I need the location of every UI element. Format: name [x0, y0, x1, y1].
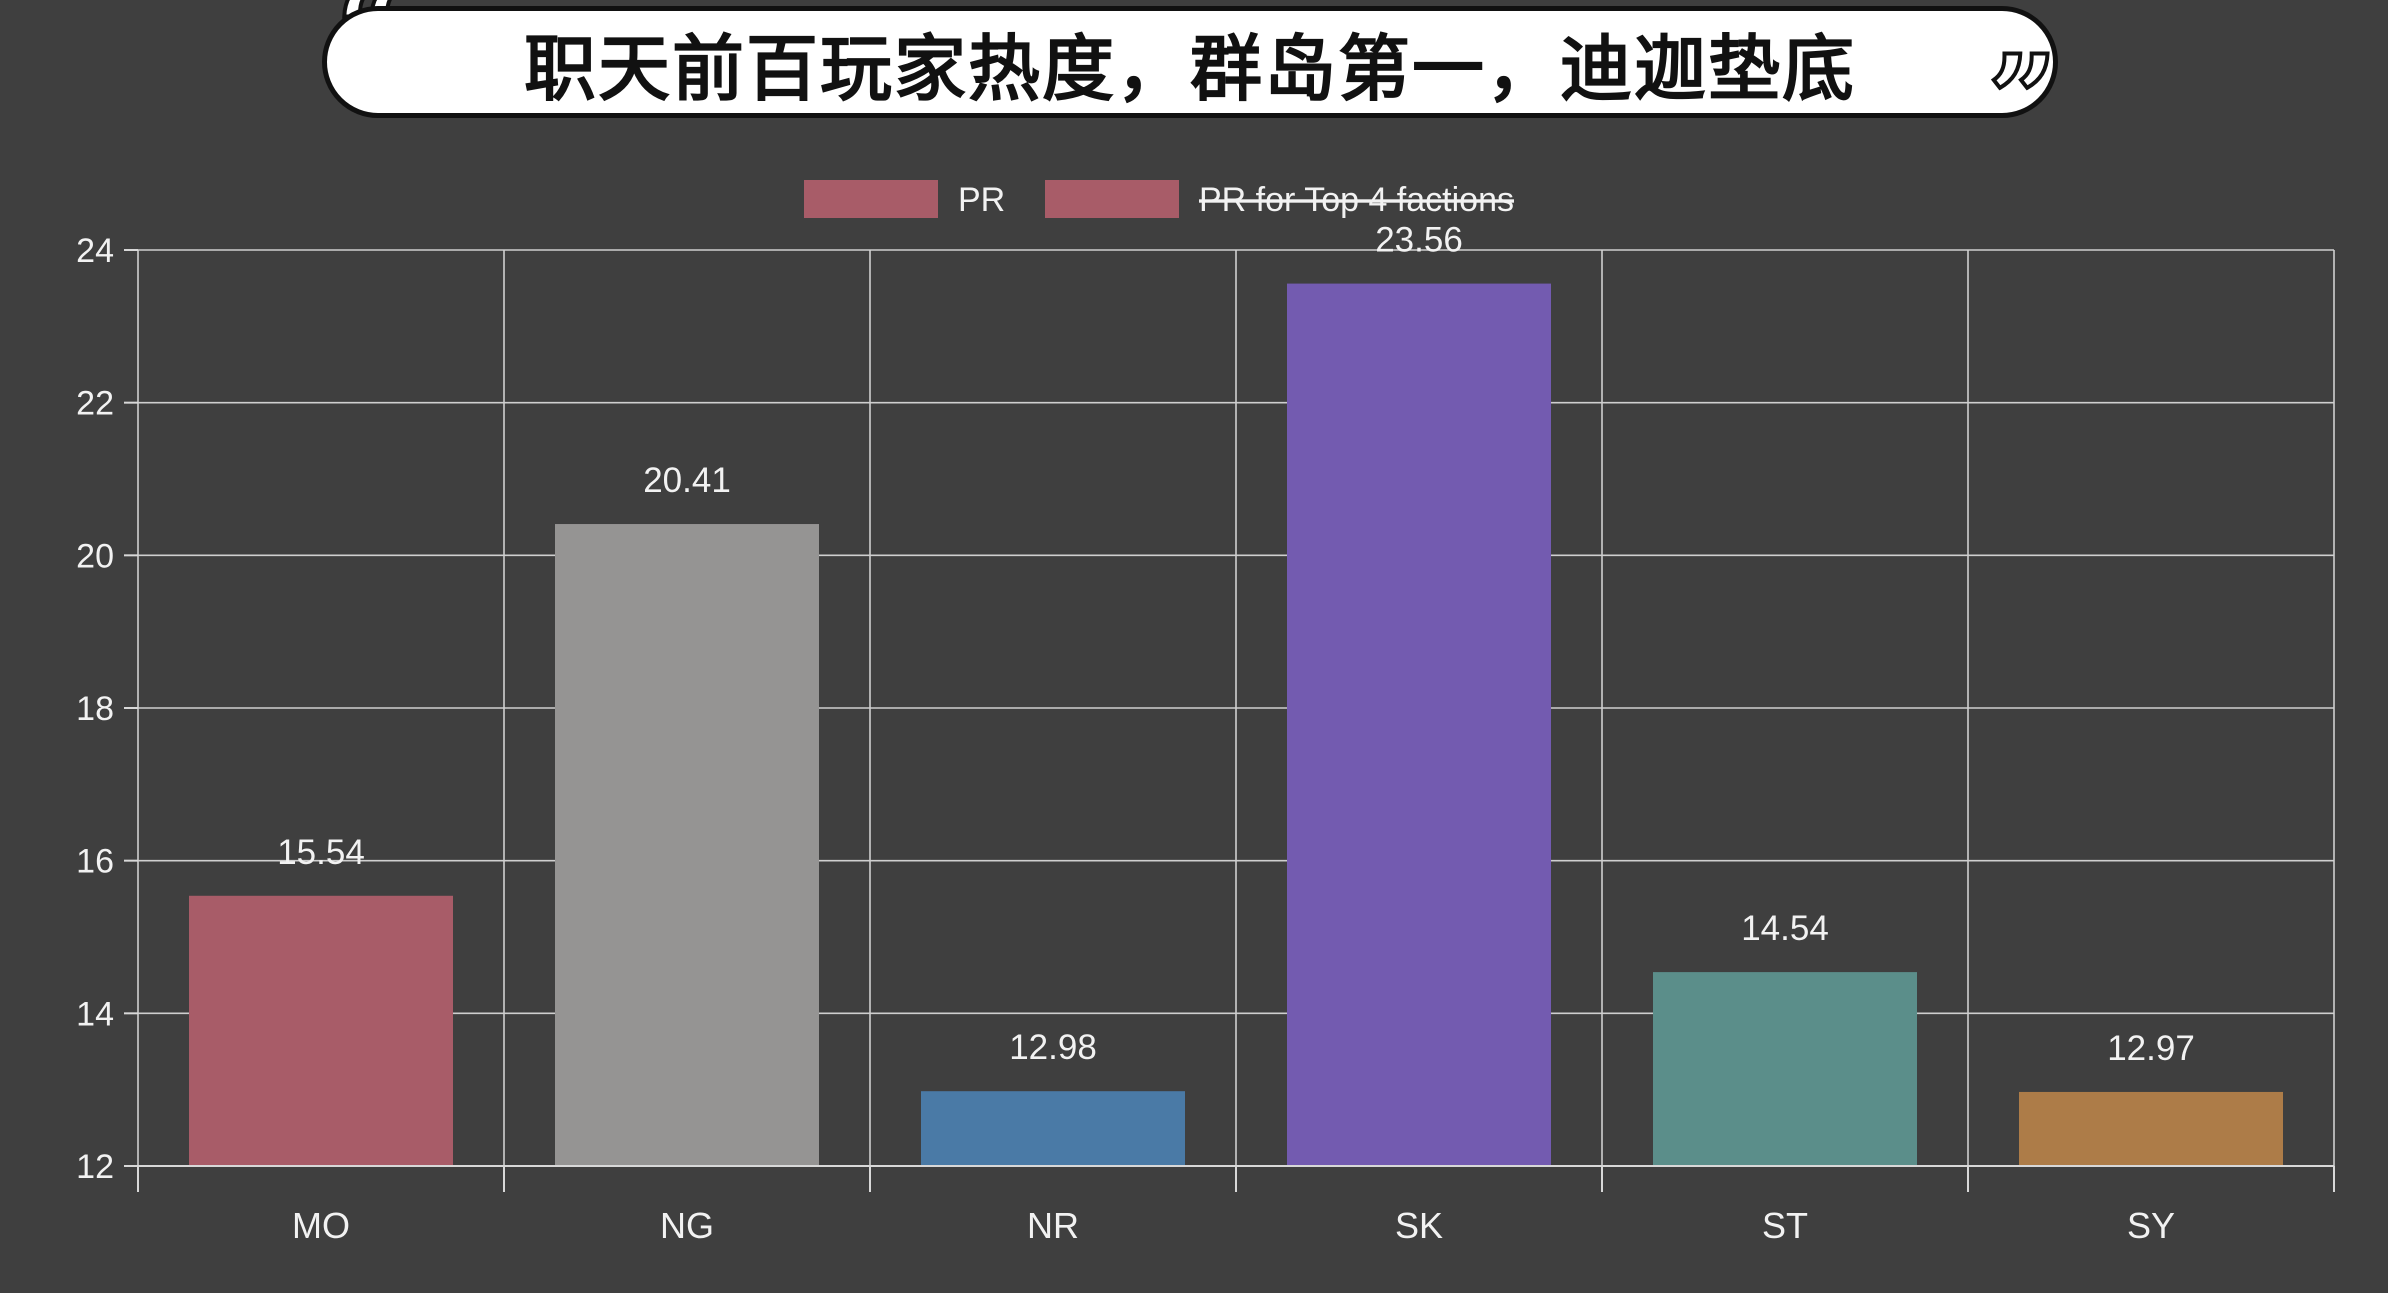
bar-sy	[2019, 1091, 2283, 1166]
x-tick-label-sk: SK	[1395, 1205, 1443, 1246]
legend-swatch-pr-top4	[1045, 180, 1179, 218]
legend-swatch-pr	[804, 180, 938, 218]
legend-label-pr: PR	[958, 181, 1005, 219]
legend-label-pr-top4: PR for Top 4 factions	[1199, 181, 1514, 219]
x-tick-label-st: ST	[1762, 1205, 1808, 1246]
bar-sk	[1287, 283, 1551, 1166]
y-tick-label: 22	[76, 385, 114, 423]
data-label-ng: 20.41	[643, 461, 731, 500]
x-tick-label-ng: NG	[660, 1205, 714, 1246]
y-tick-label: 12	[76, 1148, 114, 1186]
x-tick-label-nr: NR	[1027, 1205, 1079, 1246]
y-tick-label: 20	[76, 537, 114, 575]
data-labels: 15.54 20.41 12.98 23.56 14.54 12.97	[277, 221, 2195, 1068]
page-title: 职天前百玩家热度，群岛第一，迪迦垫底	[523, 26, 1856, 111]
data-label-sk: 23.56	[1375, 221, 1463, 260]
data-label-nr: 12.98	[1009, 1028, 1097, 1067]
chart-legend: PR PR for Top 4 factions	[804, 180, 1514, 219]
y-tick-label: 16	[76, 843, 114, 881]
bar-series	[189, 283, 2283, 1166]
bar-ng	[555, 524, 819, 1166]
chart-grid	[137, 249, 2335, 1167]
y-tick-label: 24	[76, 232, 114, 270]
y-tick-label: 18	[76, 690, 114, 728]
data-label-sy: 12.97	[2107, 1029, 2195, 1068]
bar-mo	[189, 895, 453, 1166]
chart-axes: 12 14 16 18 20 22 24 MO NG NR SK ST SY	[76, 232, 2335, 1246]
data-label-mo: 15.54	[277, 833, 365, 872]
x-tick-label-sy: SY	[2127, 1205, 2175, 1246]
y-tick-label: 14	[76, 995, 114, 1033]
title-bubble: 职天前百玩家热度，群岛第一，迪迦垫底	[322, 6, 2058, 118]
data-label-st: 14.54	[1741, 909, 1829, 948]
x-tick-label-mo: MO	[292, 1205, 350, 1246]
close-quote-mark: ”	[1986, 29, 2059, 170]
bar-st	[1653, 972, 1917, 1166]
bar-nr	[921, 1091, 1185, 1166]
